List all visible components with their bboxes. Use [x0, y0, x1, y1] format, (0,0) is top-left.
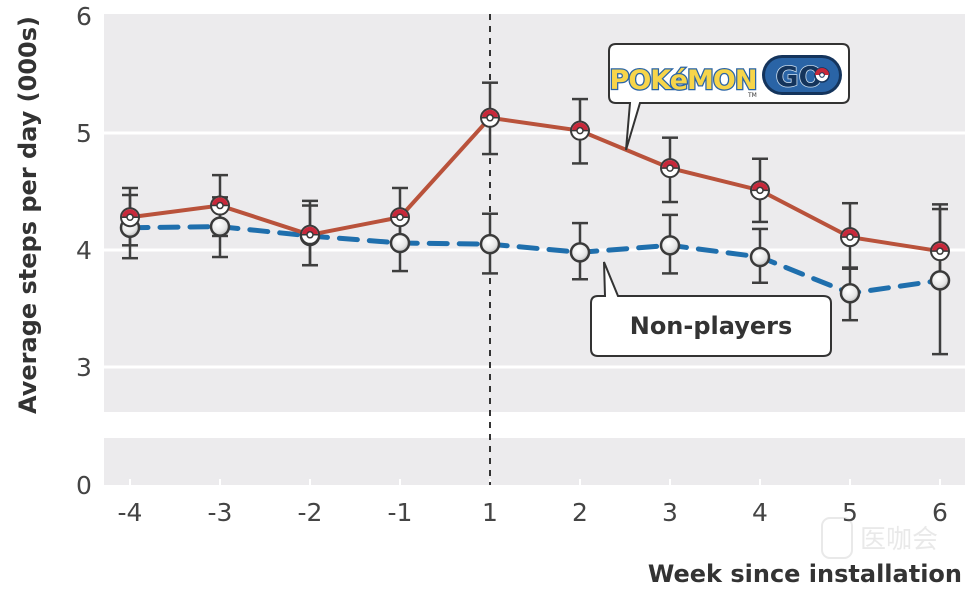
pokeball-top — [662, 160, 678, 169]
go-logo-text: GO — [776, 60, 823, 93]
pokeball-button — [576, 126, 584, 135]
pokeball-button — [756, 186, 764, 195]
pokeball-top — [122, 209, 138, 218]
pokeball-top — [392, 209, 408, 218]
watermark: 医咖会 — [821, 517, 938, 559]
pokeball-top — [932, 243, 948, 252]
pokeball-button — [846, 233, 854, 241]
data-point-non-players — [839, 283, 861, 304]
markers-players — [120, 107, 950, 262]
pokeball-button — [306, 231, 314, 239]
pokeball-button — [396, 213, 404, 221]
y-tick-label: 5 — [76, 119, 92, 148]
non-players-callout: Non-players — [590, 261, 832, 357]
pokeball-top — [752, 182, 768, 191]
pokeball-top — [572, 122, 588, 131]
x-tick-label: 3 — [662, 498, 678, 527]
data-point-non-players — [749, 246, 771, 268]
data-point-players — [480, 107, 500, 128]
data-point-non-players — [929, 270, 951, 291]
y-tick-label: 6 — [76, 2, 92, 31]
x-tick-label: -3 — [208, 498, 233, 527]
data-point-non-players — [479, 233, 501, 255]
x-tick-label: 4 — [752, 498, 768, 527]
data-point-players — [840, 227, 860, 248]
data-point-players — [660, 158, 680, 179]
go-logo: GO — [762, 55, 842, 95]
pokeball-top — [482, 109, 498, 118]
non-players-label: Non-players — [630, 312, 793, 340]
data-point-players — [210, 195, 230, 216]
watermark-text: 医咖会 — [860, 525, 938, 555]
pokemon-logo-text: POKéMON — [610, 65, 757, 96]
trademark-text: TM — [747, 92, 757, 99]
data-point-non-players — [389, 232, 411, 254]
x-tick-label: 5 — [842, 498, 858, 527]
x-tick-label: 1 — [482, 498, 498, 527]
plot-background-lower — [104, 438, 965, 485]
x-tick-label: -1 — [388, 498, 413, 527]
pokeball-top — [842, 229, 858, 238]
data-point-players — [570, 120, 590, 141]
pokeball-button — [936, 247, 944, 255]
pokeball-button — [486, 114, 494, 122]
data-point-non-players — [569, 242, 591, 263]
y-axis-title: Average steps per day (000s) — [14, 16, 42, 414]
pokeball-button — [666, 164, 674, 172]
data-point-players — [930, 241, 950, 262]
x-tick-label: -4 — [118, 498, 143, 527]
x-tick-label: 2 — [572, 498, 588, 527]
data-point-non-players — [659, 235, 681, 256]
pokeball-top — [212, 197, 228, 206]
data-point-non-players — [209, 216, 231, 237]
non-players-callout-box — [590, 261, 832, 357]
x-tick-label: 6 — [932, 498, 948, 527]
pokeball-button — [216, 201, 224, 210]
y-tick-label: 3 — [76, 353, 92, 382]
data-point-players — [750, 180, 770, 201]
y-tick-label: 0 — [76, 471, 92, 500]
data-point-players — [300, 224, 320, 245]
x-tick-marks — [129, 479, 941, 485]
y-tick-labels: 0 3 4 5 6 — [76, 2, 92, 500]
watermark-logo-icon — [821, 517, 853, 559]
x-tick-label: -2 — [298, 498, 323, 527]
series-line-players — [129, 115, 941, 254]
x-axis-title: Week since installation — [648, 560, 962, 588]
y-tick-label: 4 — [76, 236, 92, 265]
x-tick-labels: -4 -3 -2 -1 1 2 3 4 5 6 — [118, 498, 948, 527]
pokemon-go-callout: POKéMON TM GO — [608, 43, 850, 151]
pokeball-button — [126, 213, 134, 221]
series-line-non-players — [127, 224, 943, 296]
pokeball-top — [302, 226, 318, 235]
data-point-players — [120, 207, 140, 228]
data-point-players — [390, 207, 410, 228]
